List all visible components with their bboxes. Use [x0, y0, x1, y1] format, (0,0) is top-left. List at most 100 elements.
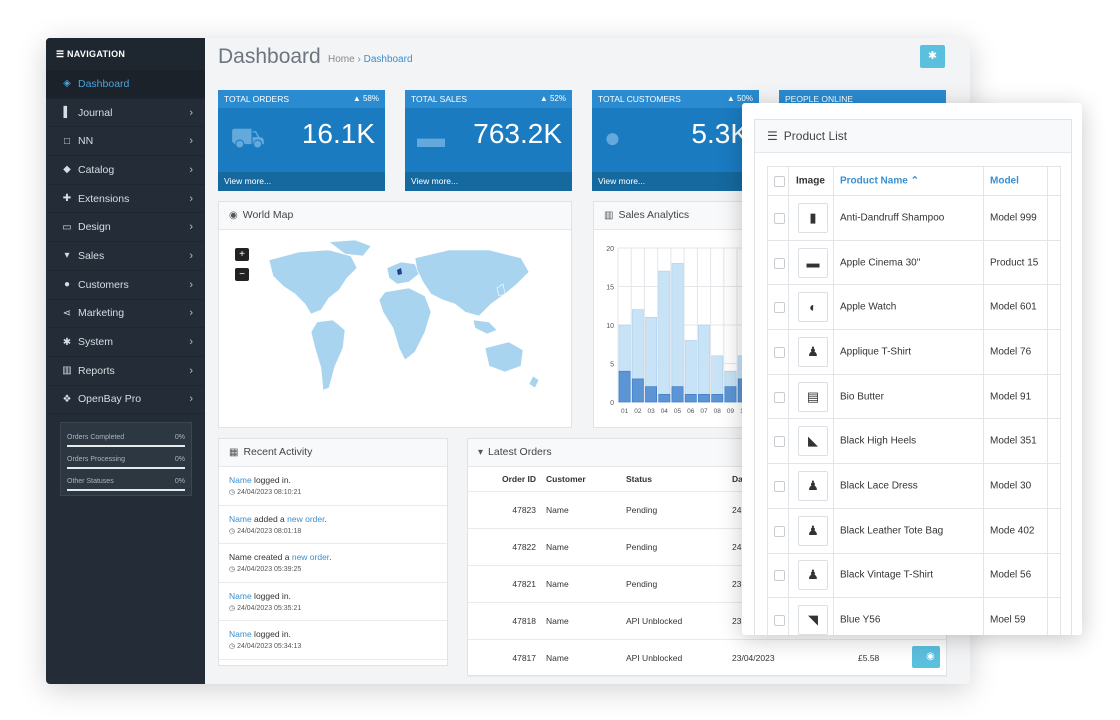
- product-image-icon: ♟: [807, 567, 819, 583]
- col-status: Status: [626, 474, 652, 484]
- sidebar-item-nn[interactable]: □ NN ›: [46, 127, 205, 157]
- tile-value: 5.3K: [691, 118, 749, 149]
- sidebar-item-journal[interactable]: ▌ Journal ›: [46, 99, 205, 128]
- product-header-row: Image Product Name ⌃ Model: [768, 167, 1060, 196]
- activity-order-link[interactable]: new order: [291, 552, 330, 563]
- activity-user-link[interactable]: Name: [229, 513, 252, 524]
- breadcrumb-current[interactable]: Dashboard: [363, 54, 413, 65]
- order-status: Pending: [626, 542, 658, 552]
- row-checkbox[interactable]: [774, 302, 785, 314]
- stat-progress-bar: [67, 445, 185, 447]
- zoom-in-button[interactable]: +: [235, 248, 249, 261]
- product-thumbnail: ▮: [798, 202, 828, 233]
- product-image-icon: ◐: [809, 299, 817, 315]
- sidebar-item-design[interactable]: ▭ Design ›: [46, 213, 205, 243]
- sidebar-item-label: Customers: [78, 278, 129, 291]
- product-model: Model 91: [990, 391, 1032, 403]
- product-thumbnail: ♟: [798, 515, 828, 546]
- order-customer: Name: [546, 505, 569, 515]
- col-product-name[interactable]: Product Name ⌃: [840, 176, 919, 187]
- order-customer: Name: [546, 542, 569, 552]
- activity-time: 24/04/2023 05:34:13: [237, 643, 302, 651]
- stat-row: Orders Processing 0%: [67, 451, 185, 473]
- sidebar-item-label: Marketing: [78, 307, 125, 320]
- activity-time: 24/04/2023 05:39:25: [237, 566, 302, 574]
- product-name: Apple Cinema 30": [840, 257, 921, 269]
- settings-button[interactable]: ✱: [920, 45, 945, 68]
- product-list-panel: ☰ Product List Image Product Name ⌃ Model…: [754, 119, 1072, 635]
- sidebar-item-label: Catalog: [78, 163, 115, 176]
- tile-view-more-link[interactable]: View more...: [405, 172, 572, 191]
- row-checkbox[interactable]: [774, 436, 785, 448]
- cart-icon: ▾: [478, 447, 484, 458]
- y-tick-label: 20: [606, 246, 614, 253]
- sidebar-item-marketing[interactable]: ⋖ Marketing ›: [46, 300, 205, 329]
- chevron-right-icon: ›: [189, 135, 193, 148]
- square-icon: □: [63, 135, 71, 147]
- chart-bar: [658, 394, 671, 403]
- product-thumbnail: ◥: [798, 605, 828, 635]
- table-row: 47817 Name API Unblocked 23/04/2023 £5.58 ◉: [468, 640, 946, 677]
- chart-bar: [698, 324, 710, 403]
- clock-icon: ◷: [229, 643, 238, 651]
- activity-suffix: .: [329, 552, 332, 563]
- row-checkbox[interactable]: [774, 391, 785, 403]
- sidebar-item-catalog[interactable]: ◆ Catalog ›: [46, 156, 205, 185]
- tile-view-more-link[interactable]: View more...: [218, 172, 385, 191]
- table-row: 47818 Name API Unblocked 23: [468, 603, 946, 640]
- product-thumbnail: ◐: [798, 292, 828, 323]
- recent-activity-header: ▦ Recent Activity: [219, 439, 447, 467]
- tile-change: ▲ 58%: [352, 94, 379, 103]
- tile-header: TOTAL SALES ▲ 52%: [405, 90, 572, 108]
- view-order-button[interactable]: ◉: [912, 646, 940, 668]
- row-checkbox[interactable]: [774, 257, 785, 269]
- row-checkbox[interactable]: [774, 615, 785, 627]
- sidebar-item-sales[interactable]: ▾ Sales ›: [46, 242, 205, 271]
- tile-total-sales: TOTAL SALES ▲ 52% ▬ 763.2K View more...: [405, 90, 572, 191]
- row-checkbox[interactable]: [774, 570, 785, 582]
- sidebar-item-openbay-pro[interactable]: ❖ OpenBay Pro ›: [46, 386, 205, 415]
- order-status: API Unblocked: [626, 653, 683, 663]
- activity-user-link[interactable]: Name: [229, 590, 252, 601]
- tile-label: TOTAL CUSTOMERS: [598, 94, 681, 104]
- activity-order-link[interactable]: new order: [287, 513, 325, 524]
- product-row: ▤ Bio Butter Model 91: [768, 375, 1060, 420]
- order-date: 24: [732, 542, 742, 552]
- row-checkbox[interactable]: [774, 212, 785, 224]
- chart-bar: [631, 378, 644, 403]
- sidebar-item-dashboard[interactable]: ◈ Dashboard: [46, 70, 205, 99]
- product-model: Product 15: [990, 257, 1039, 269]
- select-all-checkbox[interactable]: [774, 176, 785, 187]
- product-name: Anti-Dandruff Shampoo: [840, 212, 945, 224]
- sidebar-item-reports[interactable]: ▥ Reports ›: [46, 357, 205, 386]
- sidebar-item-extensions[interactable]: ✚ Extensions ›: [46, 185, 205, 214]
- row-checkbox[interactable]: [774, 480, 785, 492]
- activity-time: 24/04/2023 05:35:21: [237, 604, 302, 612]
- product-model: Mode 402: [990, 525, 1035, 537]
- tile-view-more-link[interactable]: View more...: [592, 172, 759, 191]
- product-name: Blue Y56: [840, 614, 881, 626]
- sidebar-item-customers[interactable]: ● Customers ›: [46, 271, 205, 300]
- breadcrumb-home[interactable]: Home: [328, 54, 355, 65]
- sidebar-item-label: Dashboard: [78, 77, 130, 90]
- zoom-out-button[interactable]: −: [235, 268, 249, 281]
- product-image-icon: ♟: [807, 522, 819, 538]
- activity-user-link[interactable]: Name: [229, 629, 252, 640]
- row-checkbox[interactable]: [774, 525, 785, 537]
- sidebar-item-system[interactable]: ✱ System ›: [46, 328, 205, 357]
- order-status: Pending: [626, 505, 658, 515]
- order-id: 47821: [512, 579, 536, 589]
- world-map[interactable]: [259, 238, 549, 418]
- product-thumbnail: ♟: [798, 470, 828, 501]
- row-checkbox[interactable]: [774, 346, 785, 358]
- product-name: Black Vintage T-Shirt: [840, 569, 934, 581]
- col-model[interactable]: Model: [990, 175, 1019, 187]
- page-title: Dashboard: [218, 45, 321, 68]
- sidebar-item-label: NN: [78, 135, 94, 148]
- activity-text: Name added a new order.: [229, 514, 447, 524]
- tile-header: TOTAL CUSTOMERS ▲ 50%: [592, 90, 759, 108]
- activity-user-link[interactable]: Name: [229, 475, 252, 485]
- activity-prefix: Name created a: [229, 552, 292, 563]
- product-model: Model 76: [990, 346, 1032, 358]
- stat-percent: 0%: [174, 478, 185, 485]
